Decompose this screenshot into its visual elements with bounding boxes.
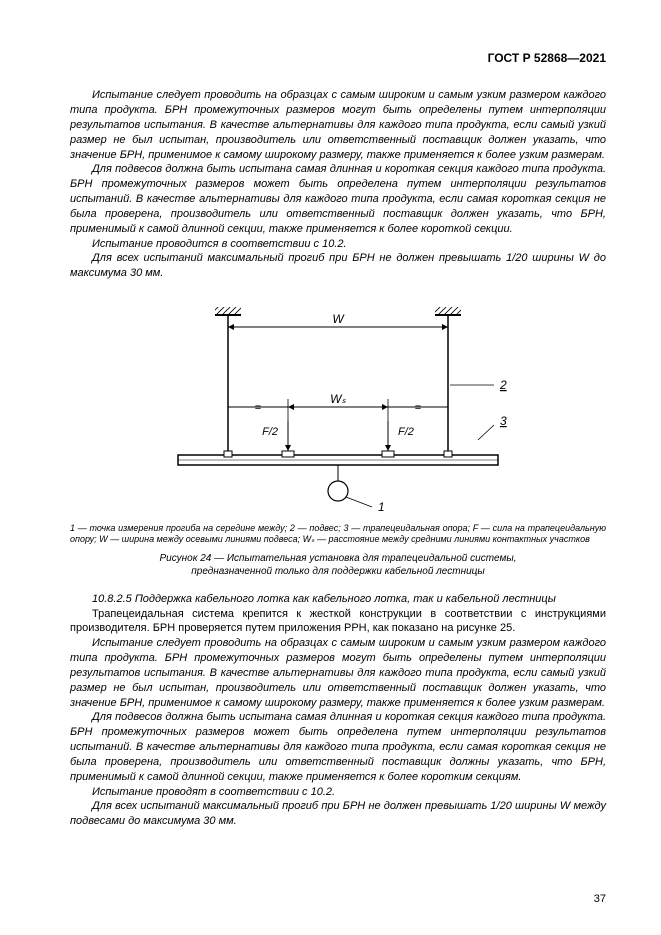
paragraph-7: Для подвесов должна быть испытана самая … — [70, 710, 606, 784]
svg-text:=: = — [415, 402, 421, 414]
figure-24-svg: W = = Wₛ F/2 F/2 — [158, 295, 518, 515]
w-label: W — [332, 312, 345, 326]
figure-24-caption: Рисунок 24 — Испытательная установка для… — [70, 552, 606, 578]
f2-right-label: F/2 — [398, 426, 414, 438]
figure-caption-line-1: Рисунок 24 — Испытательная установка для… — [160, 553, 517, 564]
figure-24: W = = Wₛ F/2 F/2 — [70, 295, 606, 515]
paragraph-5: Трапецеидальная система крепится к жестк… — [70, 607, 606, 637]
paragraph-2: Для подвесов должна быть испытана самая … — [70, 162, 606, 236]
paragraph-3: Испытание проводится в соответствии с 10… — [70, 237, 606, 252]
page-number: 37 — [594, 892, 606, 907]
svg-text:=: = — [255, 402, 261, 414]
f2-left-label: F/2 — [262, 426, 278, 438]
ws-label: Wₛ — [330, 392, 346, 406]
callout-2: 2 — [499, 378, 507, 392]
paragraph-1: Испытание следует проводить на образцах … — [70, 88, 606, 162]
paragraph-8: Испытание проводят в соответствии с 10.2… — [70, 785, 606, 800]
paragraph-9: Для всех испытаний максимальный прогиб п… — [70, 799, 606, 829]
callout-3: 3 — [500, 414, 507, 428]
figure-24-legend: 1 — точка измерения прогиба на середине … — [70, 523, 606, 546]
paragraph-6: Испытание следует проводить на образцах … — [70, 636, 606, 710]
figure-caption-line-2: предназначенной только для поддержки каб… — [191, 566, 484, 577]
page-container: ГОСТ Р 52868—2021 Испытание следует пров… — [0, 0, 661, 935]
section-10-8-2-5-title: 10.8.2.5 Поддержка кабельного лотка как … — [70, 592, 606, 607]
paragraph-4: Для всех испытаний максимальный прогиб п… — [70, 251, 606, 281]
callout-1: 1 — [378, 500, 385, 514]
document-header: ГОСТ Р 52868—2021 — [70, 50, 606, 66]
